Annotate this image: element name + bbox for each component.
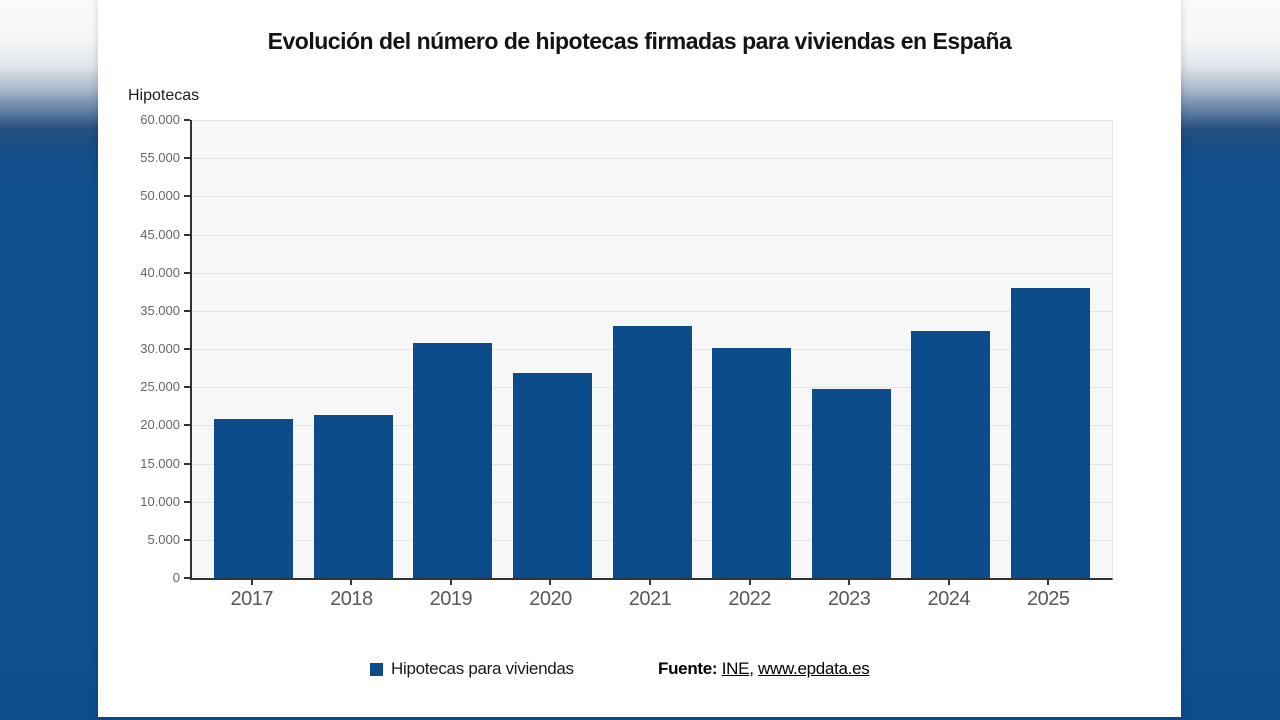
y-tick-mark-55000 [184,157,190,160]
bar-2022 [712,348,792,578]
bar-slot-2020 [503,120,603,578]
legend: Hipotecas para viviendas [370,659,574,679]
y-tick-mark-15000 [184,462,190,465]
y-tick-mark-20000 [184,424,190,427]
x-tick-label-2021: 2021 [628,588,672,610]
y-tick-label-55000: 55.000 [140,150,180,166]
bar-slot-2022 [702,120,802,578]
source-prefix: Fuente: [658,659,718,678]
bar-2023 [811,388,891,578]
x-axis-labels: 2017 2018 2019 2020 2021 2022 2023 2024 2025 [190,588,1110,611]
y-tick-label-0: 0 [172,570,180,585]
plot-area [190,120,1113,580]
x-tick-label-2025: 2025 [1027,588,1070,610]
y-tick-label-30000: 30.000 [140,341,180,356]
x-tick-label-2018: 2018 [330,588,373,610]
legend-marker [370,662,383,676]
y-tick-label-35000: 35.000 [140,302,180,318]
bar-slot-2019 [403,120,503,578]
y-tick-mark-25000 [184,386,190,389]
y-tick-label-60000: 60.000 [140,112,180,127]
source-line: Fuente: INE, www.epdata.es [658,659,870,679]
chart-card: Evolución del número de hipotecas firmad… [98,0,1181,717]
y-tick-label-45000: 45.000 [140,226,180,242]
gridline-35000 [192,310,1112,312]
x-tick-mark-2021 [649,580,651,585]
x-tick-mark-2024 [947,580,950,585]
y-tick-mark-35000 [184,309,190,312]
x-tick-mark-2018 [350,580,353,585]
y-tick-label-15000: 15.000 [140,455,180,471]
y-tick-mark-45000 [184,233,190,236]
gridline-55000 [192,158,1112,160]
y-tick-label-5000: 5.000 [147,531,180,547]
gridline-50000 [192,196,1112,198]
source-separator: , [749,659,759,678]
bar-slot-2024 [901,120,1001,578]
y-tick-mark-60000 [184,119,190,121]
y-axis-title: Hipotecas [128,87,200,104]
bar-slot-2017 [204,120,304,578]
y-tick-mark-50000 [184,195,190,198]
y-tick-label-40000: 40.000 [140,264,180,280]
source-link-ine[interactable]: INE [721,659,750,678]
bar-series [192,120,1112,578]
x-tick-mark-2019 [449,580,452,585]
y-tick-label-20000: 20.000 [140,417,180,433]
bar-2020 [512,373,592,578]
bar-2025 [1010,287,1090,578]
bar-2019 [413,342,493,578]
x-tick-mark-2022 [748,580,751,585]
x-tick-mark-2023 [848,580,851,585]
x-tick-label-2024: 2024 [927,588,970,610]
x-tick-mark-2020 [549,580,552,585]
y-tick-label-50000: 50.000 [140,188,180,204]
y-tick-mark-30000 [184,348,190,350]
source-link-epdata[interactable]: www.epdata.es [758,659,870,678]
legend-label: Hipotecas para viviendas [391,659,574,678]
x-tick-label-2020: 2020 [529,588,572,610]
y-tick-mark-5000 [184,538,190,541]
bar-2024 [911,331,991,578]
x-tick-mark-2017 [250,580,253,585]
y-tick-mark-10000 [184,500,190,503]
y-tick-label-10000: 10.000 [140,493,180,509]
bar-slot-2025 [1001,120,1101,578]
x-tick-mark-2025 [1047,580,1050,585]
bar-2017 [214,419,294,578]
y-tick-mark-0 [184,577,190,579]
gridline-40000 [192,272,1112,274]
bar-slot-2021 [602,120,702,578]
bar-2018 [313,415,393,578]
bar-2021 [612,326,692,578]
bar-slot-2023 [801,120,901,578]
gridline-45000 [192,234,1112,236]
gridline-60000 [192,120,1112,121]
x-tick-label-2019: 2019 [429,588,473,610]
y-tick-mark-40000 [184,271,190,274]
x-tick-label-2017: 2017 [230,588,274,610]
bar-slot-2018 [304,120,404,578]
x-tick-label-2023: 2023 [827,588,871,610]
y-tick-label-25000: 25.000 [140,379,180,395]
x-tick-label-2022: 2022 [728,588,771,610]
chart-title: Evolución del número de hipotecas firmad… [267,28,1012,54]
